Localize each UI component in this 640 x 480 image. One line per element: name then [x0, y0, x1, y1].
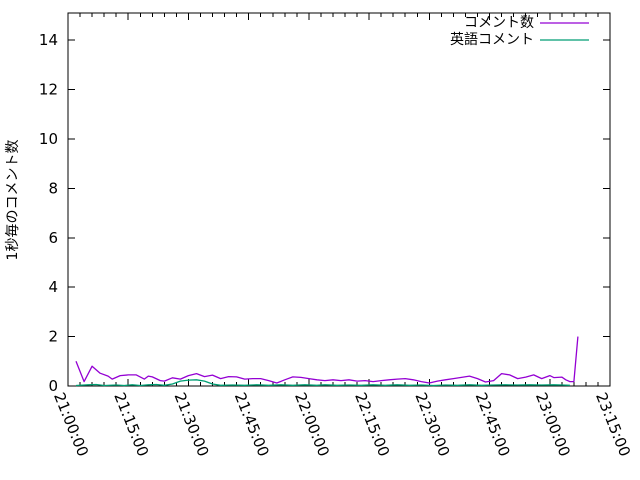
x-tick-label: 22:30:00 — [411, 390, 453, 459]
y-tick-label: 12 — [39, 81, 58, 99]
x-tick-label: 22:15:00 — [351, 390, 393, 459]
x-tick-label: 23:15:00 — [592, 390, 634, 459]
x-tick-label: 22:45:00 — [472, 390, 514, 459]
legend-label-comments: コメント数 — [464, 15, 534, 31]
y-tick-label: 8 — [48, 179, 58, 197]
y-tick-label: 6 — [48, 229, 58, 247]
plot-border — [67, 12, 611, 387]
y-tick-label: 10 — [39, 130, 58, 148]
y-tick-label: 4 — [48, 278, 58, 296]
y-tick-label: 14 — [39, 31, 58, 49]
x-tick-label: 23:00:00 — [532, 390, 574, 459]
x-tick-label: 21:30:00 — [171, 390, 213, 459]
x-axis: 21:00:00 21:15:00 21:30:00 21:45:00 22:00:00… — [50, 13, 634, 459]
x-tick-label: 22:00:00 — [291, 390, 333, 459]
x-tick-label: 21:00:00 — [50, 390, 92, 459]
x-tick-label: 21:15:00 — [110, 390, 152, 459]
y-axis: 0 2 4 6 8 10 12 14 — [39, 31, 610, 395]
series-line-comments — [75, 336, 579, 384]
series-line-english-comments — [75, 379, 570, 387]
y-tick-label: 2 — [48, 328, 58, 346]
x-tick-label: 21:45:00 — [231, 390, 273, 459]
y-tick-label: 0 — [48, 377, 58, 395]
legend-label-english-comments: 英語コメント — [450, 31, 534, 48]
y-axis-title: 1秒毎のコメント数 — [5, 140, 21, 261]
